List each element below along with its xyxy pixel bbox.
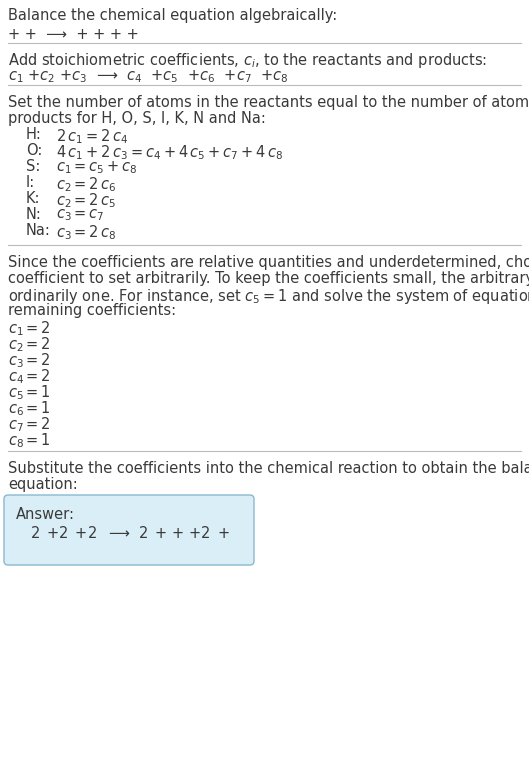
Text: $c_5 = 1$: $c_5 = 1$ [8, 383, 51, 401]
Text: $2\,c_1 = 2\,c_4$: $2\,c_1 = 2\,c_4$ [56, 127, 128, 146]
Text: K:: K: [26, 191, 41, 206]
Text: Substitute the coefficients into the chemical reaction to obtain the balanced: Substitute the coefficients into the che… [8, 461, 529, 476]
Text: $c_8 = 1$: $c_8 = 1$ [8, 431, 51, 449]
Text: $c_3 = 2\,c_8$: $c_3 = 2\,c_8$ [56, 223, 116, 242]
Text: O:: O: [26, 143, 42, 158]
Text: + +  ⟶  + + + +: + + ⟶ + + + + [8, 27, 139, 42]
Text: Since the coefficients are relative quantities and underdetermined, choose a: Since the coefficients are relative quan… [8, 255, 529, 270]
Text: $c_7 = 2$: $c_7 = 2$ [8, 415, 51, 433]
Text: N:: N: [26, 207, 42, 222]
Text: Set the number of atoms in the reactants equal to the number of atoms in the: Set the number of atoms in the reactants… [8, 95, 529, 110]
Text: remaining coefficients:: remaining coefficients: [8, 303, 176, 318]
Text: $c_3 = 2$: $c_3 = 2$ [8, 351, 51, 370]
Text: products for H, O, S, I, K, N and Na:: products for H, O, S, I, K, N and Na: [8, 111, 266, 126]
Text: $c_2 = 2$: $c_2 = 2$ [8, 335, 51, 354]
Text: Answer:: Answer: [16, 507, 75, 522]
Text: Balance the chemical equation algebraically:: Balance the chemical equation algebraica… [8, 8, 338, 23]
Text: $c_1 = c_5 + c_8$: $c_1 = c_5 + c_8$ [56, 159, 138, 175]
Text: $c_1 = 2$: $c_1 = 2$ [8, 319, 51, 338]
Text: Add stoichiometric coefficients, $c_i$, to the reactants and products:: Add stoichiometric coefficients, $c_i$, … [8, 51, 487, 70]
Text: $c_6 = 1$: $c_6 = 1$ [8, 399, 51, 417]
Text: $c_4 = 2$: $c_4 = 2$ [8, 367, 51, 386]
Text: $c_2 = 2\,c_5$: $c_2 = 2\,c_5$ [56, 191, 116, 210]
Text: I:: I: [26, 175, 35, 190]
Text: Na:: Na: [26, 223, 51, 238]
Text: $2\,$ +$2\,$ +$2\,$  ⟶  $2\,$ + + +$2\,$ +: $2\,$ +$2\,$ +$2\,$ ⟶ $2\,$ + + +$2\,$ + [30, 525, 230, 541]
Text: coefficient to set arbitrarily. To keep the coefficients small, the arbitrary va: coefficient to set arbitrarily. To keep … [8, 271, 529, 286]
Text: $4\,c_1 + 2\,c_3 = c_4 + 4\,c_5 + c_7 + 4\,c_8$: $4\,c_1 + 2\,c_3 = c_4 + 4\,c_5 + c_7 + … [56, 143, 284, 162]
FancyBboxPatch shape [4, 495, 254, 565]
Text: $c_1$ +$c_2$ +$c_3$  ⟶  $c_4$  +$c_5$  +$c_6$  +$c_7$  +$c_8$: $c_1$ +$c_2$ +$c_3$ ⟶ $c_4$ +$c_5$ +$c_6… [8, 68, 288, 85]
Text: H:: H: [26, 127, 42, 142]
Text: $c_3 = c_7$: $c_3 = c_7$ [56, 207, 105, 223]
Text: S:: S: [26, 159, 40, 174]
Text: equation:: equation: [8, 477, 78, 492]
Text: ordinarily one. For instance, set $c_5 = 1$ and solve the system of equations fo: ordinarily one. For instance, set $c_5 =… [8, 287, 529, 306]
Text: $c_2 = 2\,c_6$: $c_2 = 2\,c_6$ [56, 175, 116, 194]
